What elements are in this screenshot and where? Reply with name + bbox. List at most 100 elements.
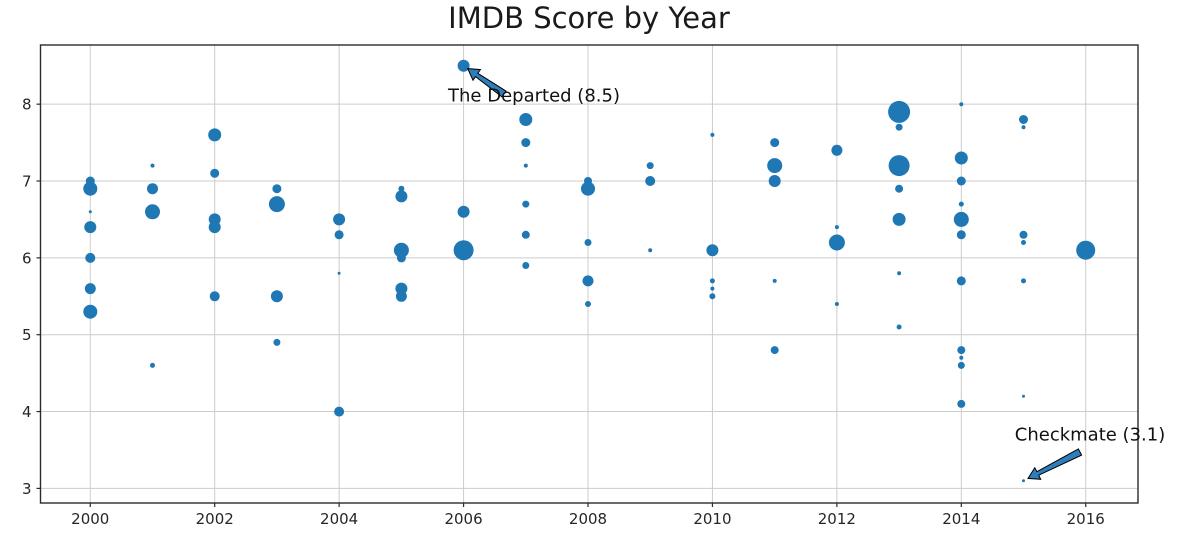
data-point: [457, 205, 470, 218]
data-point: [834, 302, 839, 306]
data-point: [709, 293, 716, 300]
data-point: [85, 252, 96, 263]
data-point: [333, 213, 346, 226]
data-point: [956, 230, 966, 240]
data-point: [645, 176, 656, 186]
data-point: [147, 183, 158, 195]
data-point: [646, 162, 654, 170]
data-point: [896, 324, 902, 330]
x-tick-label: 2012: [818, 510, 856, 528]
x-tick-label: 2010: [693, 510, 731, 528]
data-point: [396, 253, 406, 263]
plot-border: [39, 44, 1139, 504]
data-point: [648, 248, 653, 253]
data-point: [956, 276, 966, 286]
data-point: [957, 346, 966, 355]
x-tick-label: 2016: [1067, 510, 1105, 528]
y-tick-label: 7: [22, 173, 32, 191]
data-point: [523, 163, 528, 168]
data-point: [706, 244, 719, 257]
data-point: [1022, 394, 1025, 398]
data-point: [145, 204, 160, 220]
data-point: [521, 230, 530, 239]
data-point: [398, 185, 405, 192]
data-point: [88, 210, 92, 214]
data-point: [710, 286, 715, 291]
data-point: [772, 278, 777, 283]
data-point: [958, 201, 964, 207]
data-point: [767, 158, 783, 174]
data-point: [519, 113, 533, 126]
x-tick-label: 2000: [71, 510, 109, 528]
data-point: [210, 168, 220, 178]
y-tick-label: 3: [22, 480, 32, 498]
x-tick-label: 2006: [444, 510, 482, 528]
x-tick-label: 2004: [320, 510, 358, 528]
data-point: [334, 406, 345, 417]
x-tick-label: 2008: [569, 510, 607, 528]
data-point: [272, 184, 282, 194]
data-point: [888, 100, 911, 123]
data-point: [457, 59, 470, 72]
data-point: [395, 282, 408, 295]
data-point: [710, 132, 715, 137]
data-point: [1019, 115, 1028, 124]
data-point: [1022, 479, 1025, 483]
data-point: [1021, 278, 1026, 284]
data-point: [522, 262, 530, 269]
data-point: [770, 138, 780, 148]
data-point: [709, 278, 715, 284]
data-point: [84, 283, 96, 295]
data-point: [1021, 240, 1026, 245]
data-point: [897, 271, 902, 276]
data-point: [395, 190, 408, 203]
data-point: [83, 304, 98, 319]
y-tick-label: 6: [22, 249, 32, 267]
data-point: [208, 128, 222, 142]
data-point: [828, 234, 845, 251]
data-point: [268, 196, 285, 213]
y-tick-label: 8: [22, 96, 32, 114]
data-point: [273, 338, 281, 346]
x-tick-label: 2002: [196, 510, 234, 528]
data-point: [770, 346, 779, 355]
data-point: [453, 240, 474, 261]
data-point: [956, 176, 966, 186]
x-tick-label: 2014: [942, 510, 980, 528]
data-point: [953, 211, 969, 227]
data-point: [831, 144, 843, 156]
data-point: [1019, 230, 1028, 239]
chart-title: IMDB Score by Year: [448, 1, 730, 35]
data-point: [895, 123, 903, 131]
data-point: [959, 355, 964, 360]
data-point: [888, 155, 910, 177]
data-point: [584, 239, 592, 246]
data-point: [337, 271, 341, 275]
data-point: [954, 151, 968, 165]
y-tick-label: 4: [22, 403, 32, 421]
annotation-arrow: [466, 68, 507, 98]
data-point: [582, 275, 594, 287]
data-point: [83, 181, 98, 196]
data-point: [834, 225, 839, 230]
data-point: [585, 301, 591, 307]
data-point: [150, 362, 155, 368]
data-point: [208, 221, 221, 234]
data-point: [581, 181, 595, 196]
annotation-label: The Departed (8.5): [448, 85, 620, 107]
data-point: [209, 291, 220, 302]
data-point: [1021, 125, 1026, 130]
y-tick-label: 5: [22, 326, 32, 344]
data-point: [150, 163, 155, 168]
data-point: [393, 242, 409, 258]
data-point: [270, 290, 283, 303]
data-point: [957, 361, 965, 369]
data-point: [768, 175, 781, 187]
data-point: [522, 200, 530, 208]
data-point: [521, 138, 531, 148]
data-point: [892, 212, 906, 226]
annotation-arrow: [1027, 448, 1083, 480]
data-point: [895, 184, 904, 193]
data-point: [1076, 240, 1096, 260]
